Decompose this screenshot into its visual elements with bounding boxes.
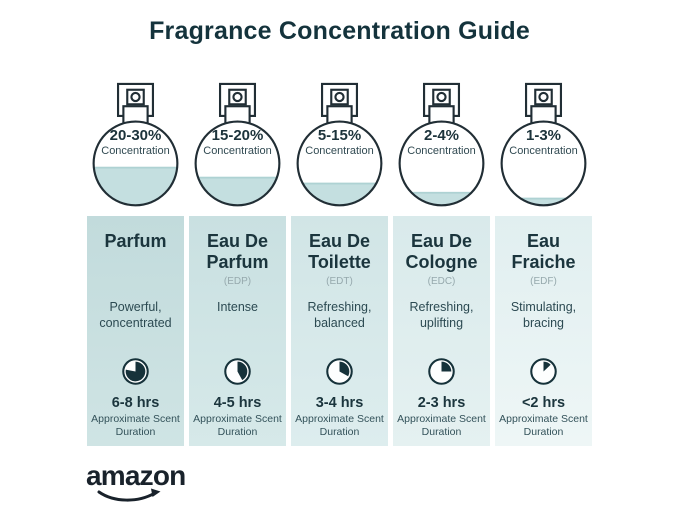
bottle-row: 20-30% Concentration xyxy=(87,82,592,208)
clock-icon xyxy=(428,358,455,385)
scent-duration: 4-5 hrs xyxy=(213,395,262,411)
clock-icon xyxy=(530,358,557,385)
bottle-eau-de-parfum: 15-20% Concentration xyxy=(189,82,286,208)
duration-note: Approximate Scent Duration xyxy=(499,413,588,439)
fragrance-description: Stimulating, bracing xyxy=(510,300,577,330)
fragrance-name: Eau De Parfum xyxy=(206,231,269,273)
clock-icon xyxy=(224,358,251,385)
fragrance-card-eau-de-toilette: Eau De Toilette (EDT) Refreshing, balanc… xyxy=(291,216,388,446)
bottle-parfum: 20-30% Concentration xyxy=(87,82,184,208)
fragrance-description: Refreshing, uplifting xyxy=(409,300,474,330)
amazon-smile-icon xyxy=(97,488,161,502)
perfume-bottle-icon xyxy=(194,82,281,207)
perfume-bottle-icon xyxy=(398,82,485,207)
perfume-bottle-icon xyxy=(296,82,383,207)
bottle-eau-de-cologne: 2-4% Concentration xyxy=(393,82,490,208)
scent-duration: <2 hrs xyxy=(521,395,566,411)
duration-note: Approximate Scent Duration xyxy=(397,413,486,439)
fragrance-abbr: (EDP) xyxy=(223,276,252,288)
clock-icon xyxy=(122,358,149,385)
fragrance-name: Eau De Cologne xyxy=(405,231,478,273)
scent-duration: 2-3 hrs xyxy=(417,395,466,411)
fragrance-description: Intense xyxy=(216,300,258,314)
fragrance-card-eau-fraiche: Eau Fraiche (EDF) Stimulating, bracing <… xyxy=(495,216,592,446)
bottle-eau-fraiche: 1-3% Concentration xyxy=(495,82,592,208)
duration-note: Approximate Scent Duration xyxy=(193,413,282,439)
perfume-bottle-icon xyxy=(500,82,587,207)
amazon-wordmark: amazon xyxy=(86,460,186,491)
page-title: Fragrance Concentration Guide xyxy=(149,17,530,45)
fragrance-abbr: (EDT) xyxy=(326,276,353,288)
duration-note: Approximate Scent Duration xyxy=(91,413,180,439)
fragrance-card-row: Parfum Powerful, concentrated 6-8 hrs Ap… xyxy=(87,216,592,446)
fragrance-name: Parfum xyxy=(104,231,167,251)
amazon-logo: amazon xyxy=(86,462,186,508)
fragrance-abbr: (EDC) xyxy=(427,276,456,288)
duration-note: Approximate Scent Duration xyxy=(295,413,384,439)
fragrance-card-eau-de-parfum: Eau De Parfum (EDP) Intense 4-5 hrs Appr… xyxy=(189,216,286,446)
bottle-eau-de-toilette: 5-15% Concentration xyxy=(291,82,388,208)
fragrance-description: Refreshing, balanced xyxy=(307,300,372,330)
fragrance-abbr: (EDF) xyxy=(530,276,557,288)
scent-duration: 6-8 hrs xyxy=(111,395,160,411)
clock-icon xyxy=(326,358,353,385)
fragrance-card-parfum: Parfum Powerful, concentrated 6-8 hrs Ap… xyxy=(87,216,184,446)
perfume-bottle-icon xyxy=(92,82,179,207)
fragrance-description: Powerful, concentrated xyxy=(99,300,172,330)
fragrance-card-eau-de-cologne: Eau De Cologne (EDC) Refreshing, uplifti… xyxy=(393,216,490,446)
scent-duration: 3-4 hrs xyxy=(315,395,364,411)
fragrance-name: Eau Fraiche xyxy=(511,231,576,273)
fragrance-name: Eau De Toilette xyxy=(308,231,371,273)
